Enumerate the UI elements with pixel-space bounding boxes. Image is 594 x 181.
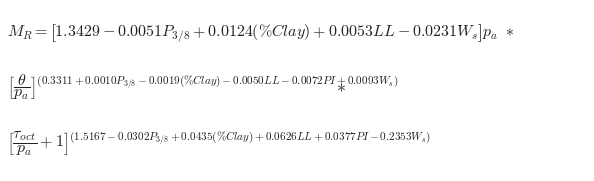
Text: $\left[\dfrac{\theta}{p_a}\right]^{(0.3311 + 0.0010P_{3/8} - 0.0019(\%Clay) - 0.: $\left[\dfrac{\theta}{p_a}\right]^{(0.33… bbox=[7, 72, 398, 102]
Text: $\left[\dfrac{\tau_{oct}}{p_a} + 1\right]^{(1.5167 - 0.0302P_{3/8} + 0.0435(\%Cl: $\left[\dfrac{\tau_{oct}}{p_a} + 1\right… bbox=[7, 130, 431, 158]
Text: $M_{R} = \left[1.3429 - 0.0051P_{3/8} + 0.0124(\%Clay) + 0.0053LL - 0.0231W_s\ri: $M_{R} = \left[1.3429 - 0.0051P_{3/8} + … bbox=[7, 23, 514, 45]
Text: $*$: $*$ bbox=[336, 78, 346, 96]
